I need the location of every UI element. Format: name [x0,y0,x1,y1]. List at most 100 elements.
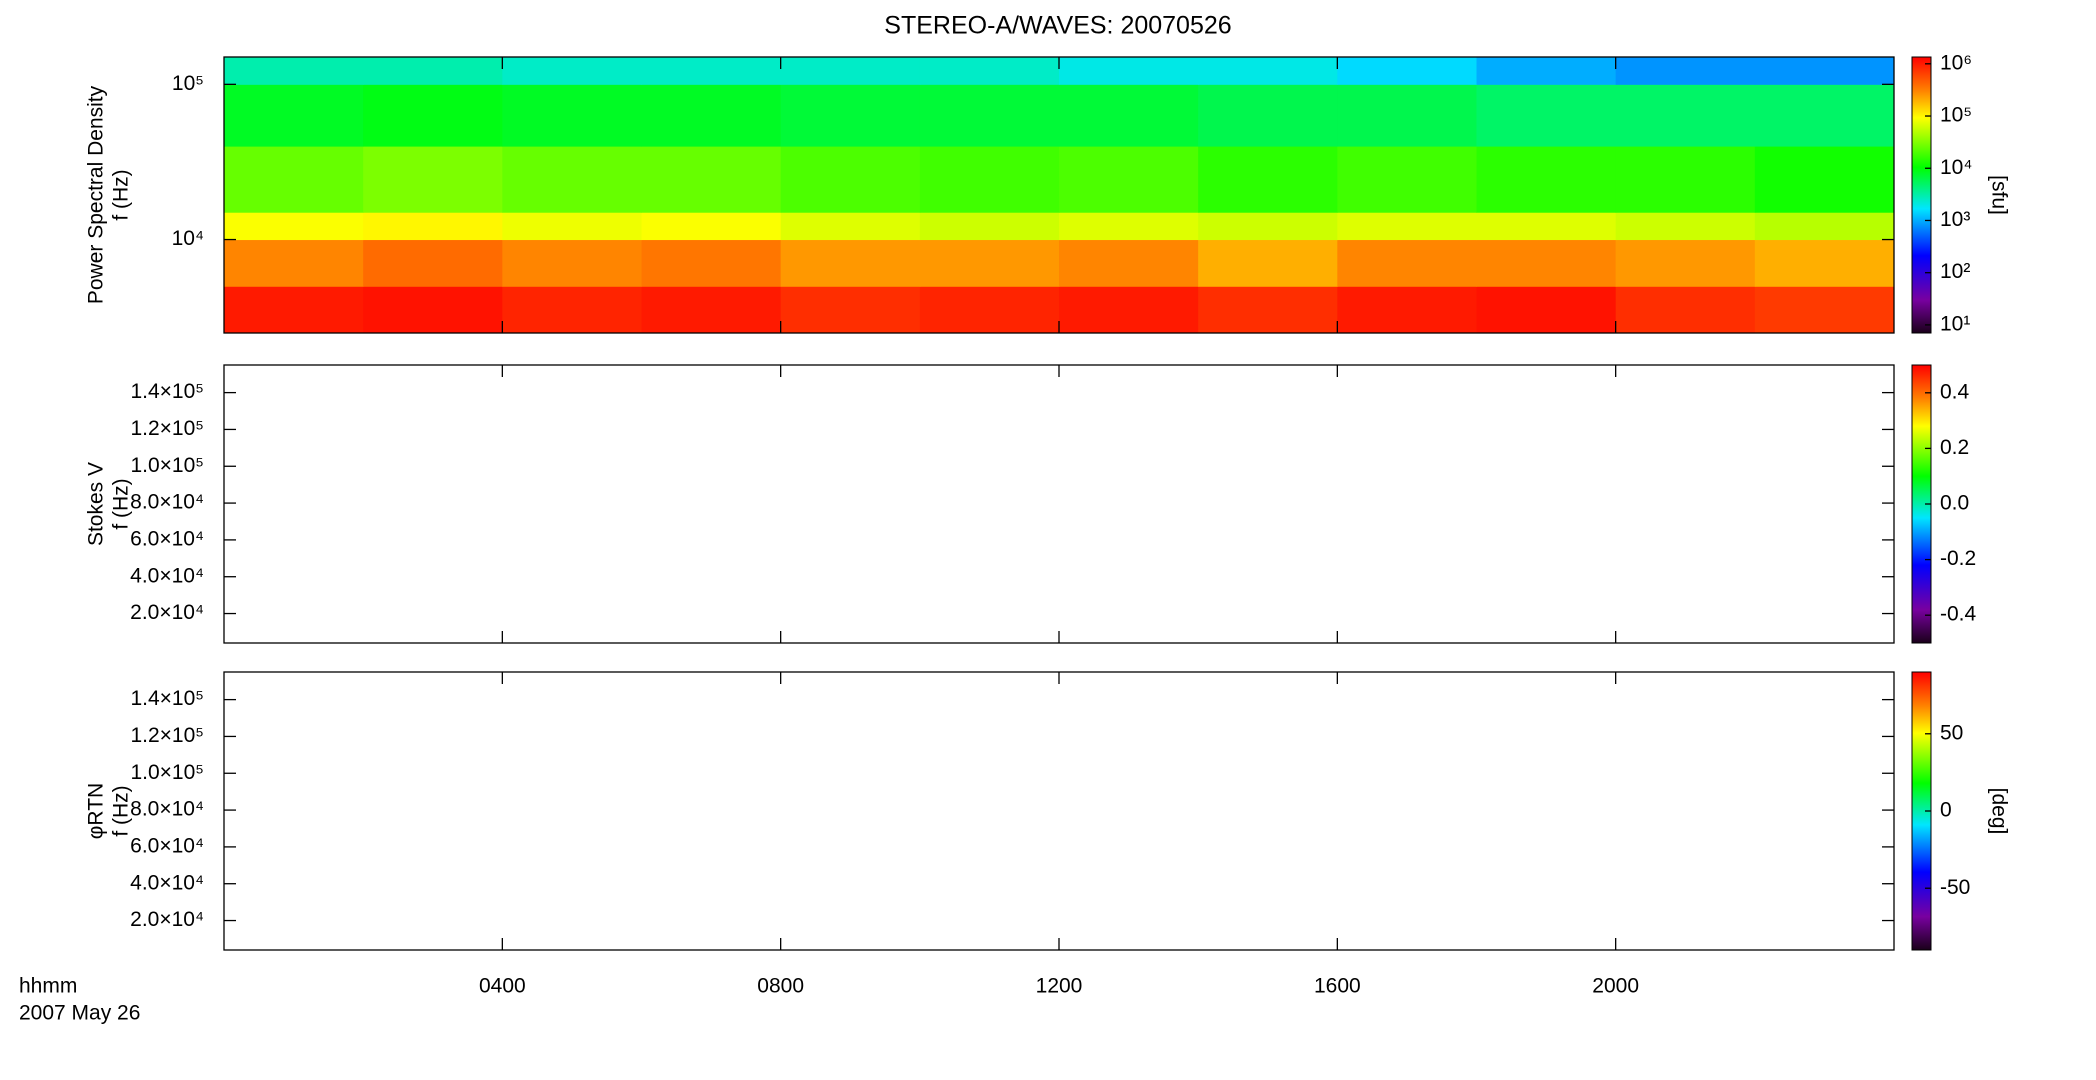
heatmap-cell [1615,239,1756,287]
heatmap-cell [919,84,1060,147]
heatmap-cell [641,57,782,85]
x-tick-label: 1200 [1036,975,1083,998]
y-axis-label: f (Hz) [110,478,133,529]
heatmap-cell [1337,57,1477,85]
y-axis-label: f (Hz) [110,169,133,220]
heatmap-cell [502,212,642,241]
heatmap-cell [1615,57,1756,85]
heatmap-cell [224,57,364,85]
y-tick-label: 6.0×10⁴ [130,834,204,857]
heatmap-cell [502,57,642,85]
heatmap-cell [502,286,642,334]
colorbar-tick-label: -50 [1940,876,1970,899]
heatmap-cell [1476,239,1617,287]
colorbar-tick-label: 0.0 [1940,492,1969,515]
heatmap-cell [1059,239,1199,287]
heatmap-cell [641,239,782,287]
chart-title: STEREO-A/WAVES: 20070526 [884,12,1231,40]
heatmap-cell [1754,239,1895,287]
y-axis-label: φRTN [85,783,108,839]
heatmap-cell [919,57,1060,85]
heatmap-cell [1059,146,1199,213]
colorbar [1911,56,1932,334]
x-tick-label: 0400 [479,975,526,998]
y-tick-label: 6.0×10⁴ [130,527,204,550]
heatmap-cell [1476,286,1617,334]
heatmap-cell [502,84,642,147]
colorbar-tick-label: 0 [1940,799,1952,822]
colorbar-tick-label: 10⁶ [1940,51,1972,74]
heatmap-cell [641,84,782,147]
colorbar-tick-label: 10¹ [1940,312,1970,335]
y-tick-label: 8.0×10⁴ [130,491,204,514]
heatmap-cell [502,146,642,213]
heatmap-cell [1198,212,1338,241]
heatmap-cell [1615,212,1756,241]
date-label: 2007 May 26 [19,1002,140,1025]
heatmap-cell [1198,239,1338,287]
heatmap-cell [1337,84,1477,147]
y-tick-label: 1.0×10⁵ [130,454,204,477]
colorbar-label: [deg] [1987,788,2010,835]
heatmap-cell [1337,146,1477,213]
heatmap-cell [1754,212,1895,241]
heatmap-cell [363,57,503,85]
heatmap-cell [1754,146,1895,213]
heatmap-cell [1754,57,1895,85]
heatmap-cell [1476,212,1617,241]
heatmap-cell [224,239,364,287]
heatmap-cell [780,239,921,287]
heatmap-cell [224,146,364,213]
y-tick-label: 1.2×10⁵ [130,724,204,747]
heatmap-cell [224,212,364,241]
heatmap-cell [780,286,921,334]
x-tick-label: 2000 [1592,975,1639,998]
y-tick-label: 4.0×10⁴ [130,871,204,894]
x-tick-label: 1600 [1314,975,1361,998]
heatmap-cell [780,212,921,241]
heatmap-cell [363,239,503,287]
heatmap-cell [919,286,1060,334]
colorbar-tick-label: 10³ [1940,208,1970,231]
heatmap-cell [919,212,1060,241]
heatmap-cell [1198,84,1338,147]
plot-frame [223,671,1895,951]
y-axis-label: f (Hz) [110,785,133,836]
heatmap-cell [1476,84,1617,147]
heatmap-cell [780,146,921,213]
x-tick-label: 0800 [757,975,804,998]
heatmap-cell [1059,286,1199,334]
colorbar-tick-label: 10⁵ [1940,104,1972,127]
plot-frame [223,364,1895,644]
y-tick-label: 2.0×10⁴ [130,908,204,931]
heatmap-cell [1476,57,1617,85]
colorbar-tick-label: 0.4 [1940,380,1970,403]
heatmap-cell [1615,146,1756,213]
heatmap-cell [1476,146,1617,213]
heatmap-cell [1615,84,1756,147]
heatmap-cell [919,239,1060,287]
y-tick-label: 2.0×10⁴ [130,601,204,624]
heatmap-cell [363,286,503,334]
heatmap-cell [919,146,1060,213]
colorbar-label: [sfu] [1987,175,2010,215]
y-tick-label: 4.0×10⁴ [130,564,204,587]
heatmap-cell [363,84,503,147]
heatmap-cell [224,286,364,334]
heatmap-cell [1615,286,1756,334]
heatmap-cell [1337,239,1477,287]
y-tick-label: 1.4×10⁵ [130,687,204,710]
heatmap-cell [641,286,782,334]
heatmap-cell [1059,57,1199,85]
y-tick-label: 1.0×10⁵ [130,761,204,784]
colorbar-tick-label: 10⁴ [1940,156,1972,179]
heatmap-cell [363,212,503,241]
x-axis-label: hhmm [19,975,77,998]
colorbar-tick-label: -0.2 [1940,547,1976,570]
heatmap-cell [224,84,364,147]
heatmap-cell [1059,212,1199,241]
heatmap-cell [1754,286,1895,334]
heatmap-cell [1337,286,1477,334]
y-tick-label: 8.0×10⁴ [130,798,204,821]
